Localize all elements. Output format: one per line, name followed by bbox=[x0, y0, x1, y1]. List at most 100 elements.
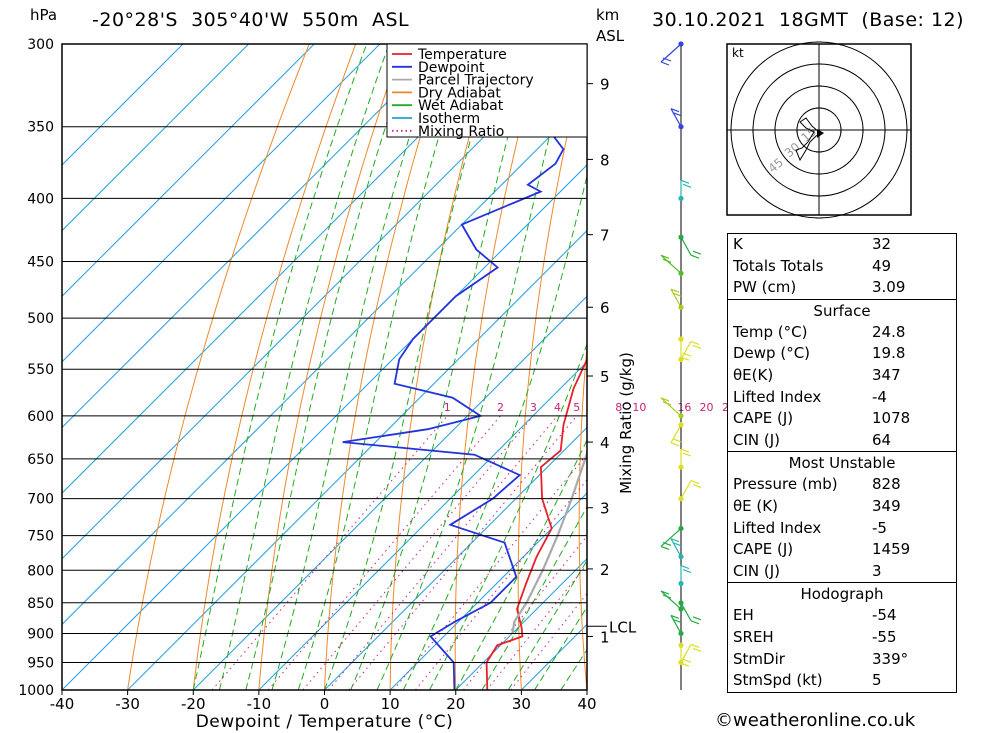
mixing-ratio-label: 4 bbox=[554, 401, 561, 414]
datetime-title: 30.10.2021 18GMT (Base: 12) bbox=[652, 9, 965, 31]
index-row: θE(K) 347 bbox=[728, 365, 956, 387]
index-row: θE (K) 349 bbox=[728, 496, 956, 518]
dry-adiabat-line bbox=[695, 44, 728, 690]
index-label: CAPE (J) bbox=[733, 409, 794, 428]
wind-level-dot bbox=[678, 234, 684, 240]
legend-entry: Wet Adiabat bbox=[418, 98, 504, 114]
mixing-ratio-line bbox=[415, 478, 587, 690]
index-value: 347 bbox=[872, 365, 901, 384]
index-label: SREH bbox=[733, 627, 774, 646]
index-value: 64 bbox=[872, 430, 892, 449]
index-label: Lifted Index bbox=[733, 518, 822, 537]
index-value: -5 bbox=[872, 518, 887, 537]
pressure-tick-label: 350 bbox=[27, 120, 54, 136]
km-tick-label: 7 bbox=[600, 227, 610, 245]
mixing-ratio-line bbox=[302, 415, 534, 690]
isotherm-line bbox=[62, 44, 249, 232]
mixing-ratio-label: 2 bbox=[497, 401, 504, 414]
mixing-ratio-label: 5 bbox=[573, 401, 580, 414]
wind-barb bbox=[680, 236, 702, 259]
pressure-tick-label: 800 bbox=[27, 563, 54, 579]
isotherm-line bbox=[62, 164, 587, 690]
index-row: Dewp (°C) 19.8 bbox=[728, 343, 956, 365]
pressure-tick-label: 950 bbox=[27, 655, 54, 671]
index-label: θE(K) bbox=[733, 365, 774, 384]
wet-adiabat-line bbox=[455, 438, 587, 690]
wind-barb bbox=[680, 643, 702, 663]
isotherm-line bbox=[258, 361, 587, 690]
index-label: CIN (J) bbox=[733, 561, 781, 580]
legend-entry: Dry Adiabat bbox=[418, 85, 501, 101]
index-row: CAPE (J) 1459 bbox=[728, 539, 956, 561]
wet-adiabat-line bbox=[534, 606, 587, 690]
index-value: 339° bbox=[872, 649, 909, 668]
wet-adiabat-line bbox=[429, 342, 587, 690]
storm-motion-marker bbox=[817, 129, 824, 138]
isotherm-line bbox=[62, 44, 381, 363]
km-tick-label: 6 bbox=[600, 299, 610, 317]
pressure-tick-label: 750 bbox=[27, 529, 54, 545]
isotherm-line bbox=[127, 229, 587, 690]
x-tick-label: 30 bbox=[512, 695, 531, 713]
km-tick-label: 5 bbox=[600, 368, 610, 386]
index-label: Temp (°C) bbox=[733, 322, 808, 341]
index-row: K 32 bbox=[728, 234, 956, 256]
location-title: -20°28'S 305°40'W 550m ASL bbox=[92, 9, 410, 31]
stability-indices-table: K 32 Totals Totals 49 PW (cm) 3.09 Surface Temp… bbox=[727, 233, 957, 693]
pressure-tick-label: 700 bbox=[27, 492, 54, 508]
mixing-ratio-label: 10 bbox=[632, 401, 646, 414]
index-value: 1459 bbox=[872, 540, 911, 559]
index-value: 49 bbox=[872, 256, 892, 275]
index-value: 349 bbox=[872, 496, 901, 515]
wet-adiabat-line bbox=[297, 44, 468, 690]
x-tick-label: 0 bbox=[320, 695, 330, 713]
index-value: 5 bbox=[872, 671, 882, 690]
wet-adiabat-line bbox=[350, 44, 534, 690]
index-label: Dewp (°C) bbox=[733, 344, 811, 363]
index-label: K bbox=[733, 235, 743, 253]
pressure-tick-label: 600 bbox=[27, 409, 54, 425]
wet-adiabat-line bbox=[324, 44, 499, 690]
wind-barb bbox=[670, 538, 682, 557]
index-row: EH -54 bbox=[728, 605, 956, 627]
pressure-tick-label: 400 bbox=[27, 191, 54, 207]
index-label: Pressure (mb) bbox=[733, 475, 838, 494]
mixing-ratio-label: 16 bbox=[677, 401, 691, 414]
x-tick-label: 40 bbox=[577, 695, 596, 713]
wind-barb bbox=[670, 108, 682, 128]
pressure-tick-label: 500 bbox=[27, 311, 54, 327]
km-tick-label: 2 bbox=[600, 561, 610, 579]
copyright-footer: ©weatheronline.co.uk bbox=[715, 710, 916, 731]
isotherm-line bbox=[455, 558, 587, 690]
wind-level-dot bbox=[678, 554, 684, 560]
asl-axis-title: ASL bbox=[596, 27, 625, 45]
km-tick-label: 8 bbox=[600, 151, 610, 169]
index-value: -54 bbox=[872, 606, 897, 625]
index-row: Pressure (mb) 828 bbox=[728, 474, 956, 496]
index-value: 828 bbox=[872, 475, 901, 494]
legend-box bbox=[386, 43, 588, 138]
mixing-ratio-line bbox=[267, 415, 501, 690]
mixing-ratio-label: 8 bbox=[615, 401, 622, 414]
index-value: -4 bbox=[872, 387, 887, 406]
wet-adiabat-line bbox=[271, 44, 440, 690]
km-tick-label: 1 bbox=[600, 628, 610, 646]
x-tick-label: 10 bbox=[381, 695, 400, 713]
hodograph-unit-label: kt bbox=[732, 46, 744, 60]
index-label: θE (K) bbox=[733, 496, 778, 515]
km-tick-label: 4 bbox=[600, 434, 610, 452]
wind-barb-column bbox=[660, 41, 702, 690]
index-label: StmDir bbox=[733, 649, 785, 668]
index-label: Totals Totals bbox=[733, 256, 824, 275]
x-tick-label: 20 bbox=[446, 695, 465, 713]
index-row: CIN (J) 64 bbox=[728, 430, 956, 452]
mixing-ratio-line bbox=[348, 415, 578, 690]
wind-barb bbox=[670, 288, 682, 308]
plot-frame bbox=[61, 43, 588, 691]
wind-barb bbox=[660, 397, 682, 417]
wet-adiabat-line bbox=[507, 559, 587, 690]
isotherm-line bbox=[389, 492, 587, 690]
wind-barb bbox=[680, 602, 702, 625]
wind-level-dot bbox=[678, 630, 684, 637]
